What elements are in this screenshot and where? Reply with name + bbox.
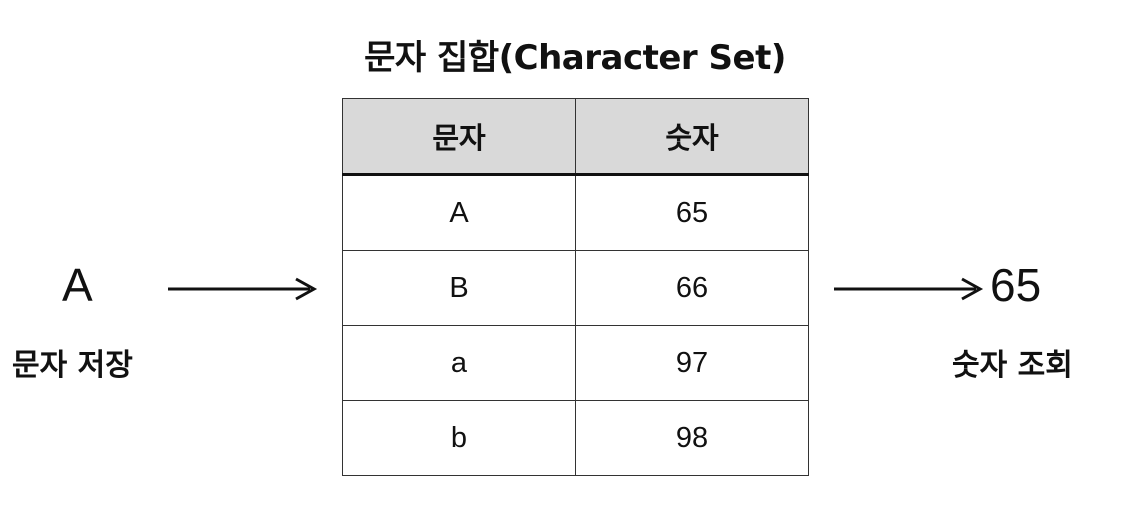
input-label: 문자 저장 xyxy=(12,348,133,383)
output-number: 65 xyxy=(990,259,1042,311)
cell-number: 98 xyxy=(575,400,809,476)
diagram-title: 문자 집합(Character Set) xyxy=(364,38,786,78)
table-header-row: 문자 숫자 xyxy=(342,98,809,176)
table-row: a 97 xyxy=(342,325,809,401)
left-arrow-icon xyxy=(168,277,318,301)
cell-character: b xyxy=(342,400,576,476)
header-character: 문자 xyxy=(342,98,576,176)
output-label: 숫자 조회 xyxy=(952,348,1073,383)
character-set-table: 문자 숫자 A 65 B 66 a 97 b 98 xyxy=(342,98,809,476)
input-character: A xyxy=(62,259,93,311)
cell-number: 97 xyxy=(575,325,809,401)
cell-number: 66 xyxy=(575,250,809,326)
cell-character: a xyxy=(342,325,576,401)
table-row: b 98 xyxy=(342,400,809,476)
right-arrow-icon xyxy=(834,277,984,301)
header-number: 숫자 xyxy=(575,98,809,176)
